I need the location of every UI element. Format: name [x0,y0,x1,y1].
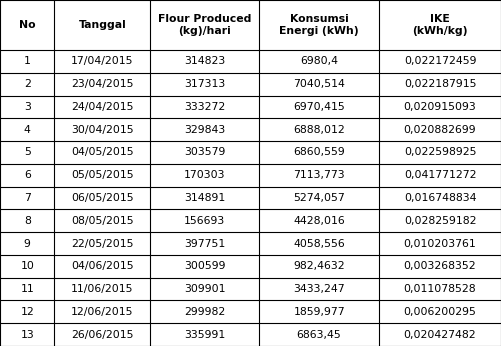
Text: 329843: 329843 [184,125,225,135]
Text: 6: 6 [24,170,31,180]
Text: 0,016748834: 0,016748834 [404,193,476,203]
Text: Tanggal: Tanggal [79,20,126,30]
Text: 0,011078528: 0,011078528 [404,284,476,294]
Text: 333272: 333272 [184,102,225,112]
Text: 4: 4 [24,125,31,135]
Text: 8: 8 [24,216,31,226]
Text: 23/04/2015: 23/04/2015 [71,79,134,89]
Text: 6863,45: 6863,45 [297,330,342,340]
Text: 7: 7 [24,193,31,203]
Text: 5: 5 [24,147,31,157]
Text: 1859,977: 1859,977 [293,307,345,317]
Text: 0,028259182: 0,028259182 [404,216,476,226]
Text: 0,041771272: 0,041771272 [404,170,476,180]
Text: 6888,012: 6888,012 [293,125,345,135]
Text: 4428,016: 4428,016 [293,216,345,226]
Text: 4058,556: 4058,556 [293,238,345,248]
Text: 156693: 156693 [184,216,225,226]
Text: 11/06/2015: 11/06/2015 [71,284,134,294]
Text: 26/06/2015: 26/06/2015 [71,330,134,340]
Text: 6970,415: 6970,415 [293,102,345,112]
Text: 982,4632: 982,4632 [293,261,345,271]
Text: 7040,514: 7040,514 [293,79,345,89]
Text: 0,020882699: 0,020882699 [404,125,476,135]
Text: 30/04/2015: 30/04/2015 [71,125,134,135]
Text: 11: 11 [21,284,34,294]
Text: 5274,057: 5274,057 [293,193,345,203]
Text: 6980,4: 6980,4 [300,56,338,66]
Text: 0,003268352: 0,003268352 [404,261,476,271]
Text: 317313: 317313 [184,79,225,89]
Text: 0,022172459: 0,022172459 [404,56,476,66]
Text: 9: 9 [24,238,31,248]
Text: 314891: 314891 [184,193,225,203]
Text: 3433,247: 3433,247 [293,284,345,294]
Text: 04/05/2015: 04/05/2015 [71,147,134,157]
Text: 300599: 300599 [184,261,225,271]
Text: 10: 10 [21,261,34,271]
Text: 24/04/2015: 24/04/2015 [71,102,134,112]
Text: 7113,773: 7113,773 [293,170,345,180]
Text: Konsumsi
Energi (kWh): Konsumsi Energi (kWh) [279,14,359,36]
Text: 0,020427482: 0,020427482 [404,330,476,340]
Text: IKE
(kWh/kg): IKE (kWh/kg) [412,14,468,36]
Text: 0,006200295: 0,006200295 [404,307,476,317]
Text: No: No [19,20,36,30]
Text: 04/06/2015: 04/06/2015 [71,261,134,271]
Text: 335991: 335991 [184,330,225,340]
Text: 299982: 299982 [184,307,225,317]
Text: 3: 3 [24,102,31,112]
Text: 303579: 303579 [184,147,225,157]
Text: 12/06/2015: 12/06/2015 [71,307,134,317]
Text: 12: 12 [21,307,34,317]
Text: 397751: 397751 [184,238,225,248]
Text: 1: 1 [24,56,31,66]
Text: 0,022598925: 0,022598925 [404,147,476,157]
Text: 0,020915093: 0,020915093 [404,102,476,112]
Text: 05/05/2015: 05/05/2015 [71,170,134,180]
Text: 170303: 170303 [184,170,225,180]
Text: 2: 2 [24,79,31,89]
Text: 309901: 309901 [184,284,225,294]
Text: 314823: 314823 [184,56,225,66]
Text: 6860,559: 6860,559 [293,147,345,157]
Text: 0,022187915: 0,022187915 [404,79,476,89]
Text: 13: 13 [21,330,34,340]
Text: 17/04/2015: 17/04/2015 [71,56,134,66]
Text: Flour Produced
(kg)/hari: Flour Produced (kg)/hari [158,14,252,36]
Text: 08/05/2015: 08/05/2015 [71,216,134,226]
Text: 0,010203761: 0,010203761 [404,238,476,248]
Text: 22/05/2015: 22/05/2015 [71,238,134,248]
Text: 06/05/2015: 06/05/2015 [71,193,134,203]
